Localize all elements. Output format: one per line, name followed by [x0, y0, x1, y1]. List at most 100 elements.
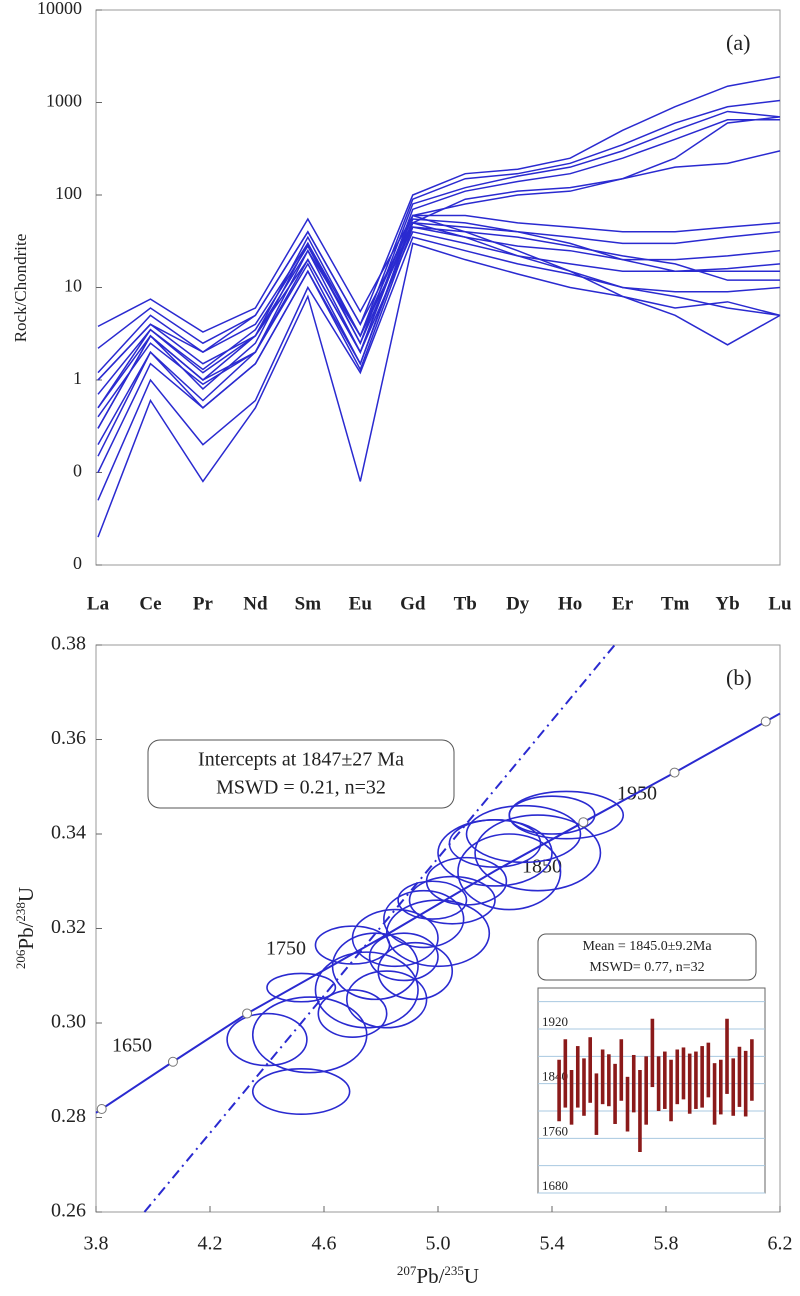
ree-line: [97, 110, 781, 429]
error-bar: [681, 1047, 686, 1100]
age-label: 1750: [266, 938, 306, 960]
error-ellipse: [457, 833, 562, 911]
y-tick-label: 0.32: [51, 916, 86, 938]
x-tick-label: 5.0: [426, 1233, 451, 1255]
y-axis-label-part: 238: [13, 902, 28, 922]
annotation: MSWD = 0.21, n=32: [216, 777, 386, 799]
ree-line: [97, 242, 781, 538]
ree-line: [97, 99, 781, 409]
y-tick-label: 0.28: [51, 1105, 86, 1127]
y-axis-label-part: 206: [13, 949, 28, 969]
plot-frame: [95, 9, 781, 566]
inset-title: Mean = 1845.0±9.2Ma: [582, 939, 712, 954]
y-tick-label: 1840: [542, 1069, 568, 1084]
error-bar: [663, 1051, 667, 1109]
y-tick-label: 10: [64, 276, 82, 296]
error-ellipse: [448, 819, 542, 868]
error-bar: [594, 1073, 599, 1135]
error-bar: [731, 1058, 736, 1116]
error-ellipse: [474, 814, 602, 892]
age-marker: [167, 1056, 178, 1067]
y-tick-label: 1920: [542, 1014, 568, 1029]
error-ellipse: [425, 856, 508, 906]
y-tick-label: 100: [55, 183, 82, 203]
x-tick-label: 5.8: [654, 1233, 679, 1255]
y-tick-label: 1: [73, 368, 82, 388]
ree-line: [97, 222, 781, 349]
x-axis-label-part: Pb/: [416, 1264, 444, 1288]
error-bar: [743, 1050, 748, 1117]
error-ellipse: [377, 941, 454, 1001]
x-axis-label: 207Pb/235U: [397, 1263, 479, 1288]
error-ellipse: [408, 875, 496, 925]
error-bar: [575, 1046, 580, 1108]
y-tick-label: 1000: [46, 91, 82, 111]
ree-line: [97, 214, 781, 333]
annotation: Intercepts at 1847±27 Ma: [198, 749, 404, 771]
ree-line: [97, 236, 781, 501]
error-ellipse: [317, 989, 388, 1038]
error-bar: [737, 1046, 742, 1107]
ree-line: [97, 214, 781, 374]
annotation-box: [147, 739, 455, 809]
age-marker: [242, 1008, 253, 1019]
error-bar: [600, 1049, 605, 1105]
error-bar: [675, 1049, 680, 1105]
error-ellipse: [437, 819, 553, 887]
concordia-curve: [95, 712, 781, 1114]
y-tick-label: 0.26: [51, 1200, 86, 1222]
error-bar: [619, 1039, 624, 1101]
y-axis-label-part: Pb/: [14, 921, 38, 949]
error-bar: [687, 1053, 692, 1114]
error-bar: [625, 1076, 630, 1132]
error-bar: [656, 1056, 661, 1111]
error-bar: [725, 1018, 729, 1094]
error-ellipse: [266, 972, 337, 1003]
error-bar: [700, 1046, 704, 1108]
error-bar: [613, 1063, 617, 1124]
x-tick-label: Tm: [661, 593, 690, 614]
x-tick-label: Dy: [506, 593, 530, 614]
y-tick-label: 1680: [542, 1178, 568, 1193]
error-ellipse: [368, 932, 439, 982]
x-tick-label: Nd: [243, 593, 268, 614]
y-tick-label: 10000: [37, 0, 82, 18]
x-tick-label: Sm: [295, 593, 322, 614]
age-label: 1850: [522, 856, 562, 878]
error-bar: [706, 1042, 711, 1098]
error-ellipse: [314, 925, 391, 965]
error-ellipse: [226, 1012, 308, 1067]
x-tick-label: Er: [612, 593, 634, 614]
error-bar: [669, 1059, 673, 1122]
error-ellipse: [508, 795, 596, 835]
ree-line: [97, 226, 780, 457]
y-tick-label: 1760: [542, 1123, 568, 1138]
x-tick-label: Gd: [400, 593, 426, 614]
y-tick-label: 0: [73, 461, 82, 481]
age-marker: [669, 767, 680, 778]
error-bar: [563, 1039, 568, 1108]
x-tick-label: Ho: [558, 593, 582, 614]
y-axis-label: 206Pb/238U: [13, 887, 38, 969]
ree-line: [97, 75, 781, 381]
inset-title: MSWD= 0.77, n=32: [589, 960, 704, 975]
error-bar: [569, 1070, 574, 1125]
error-bar: [712, 1063, 717, 1125]
discordia-line: [143, 644, 616, 1213]
error-ellipse: [251, 996, 368, 1074]
error-ellipse: [314, 951, 419, 1029]
ree-line: [97, 230, 781, 409]
ree-line: [97, 221, 781, 395]
error-ellipse: [508, 790, 625, 840]
x-tick-label: 6.2: [768, 1233, 793, 1255]
x-tick-label: Pr: [193, 593, 214, 614]
ree-line: [97, 150, 781, 473]
error-ellipse: [351, 908, 439, 968]
ree-line: [97, 116, 781, 418]
x-tick-label: Eu: [349, 593, 373, 614]
error-bar: [750, 1039, 754, 1101]
error-ellipse: [385, 899, 491, 968]
age-marker: [96, 1103, 107, 1114]
x-tick-label: 3.8: [84, 1233, 109, 1255]
